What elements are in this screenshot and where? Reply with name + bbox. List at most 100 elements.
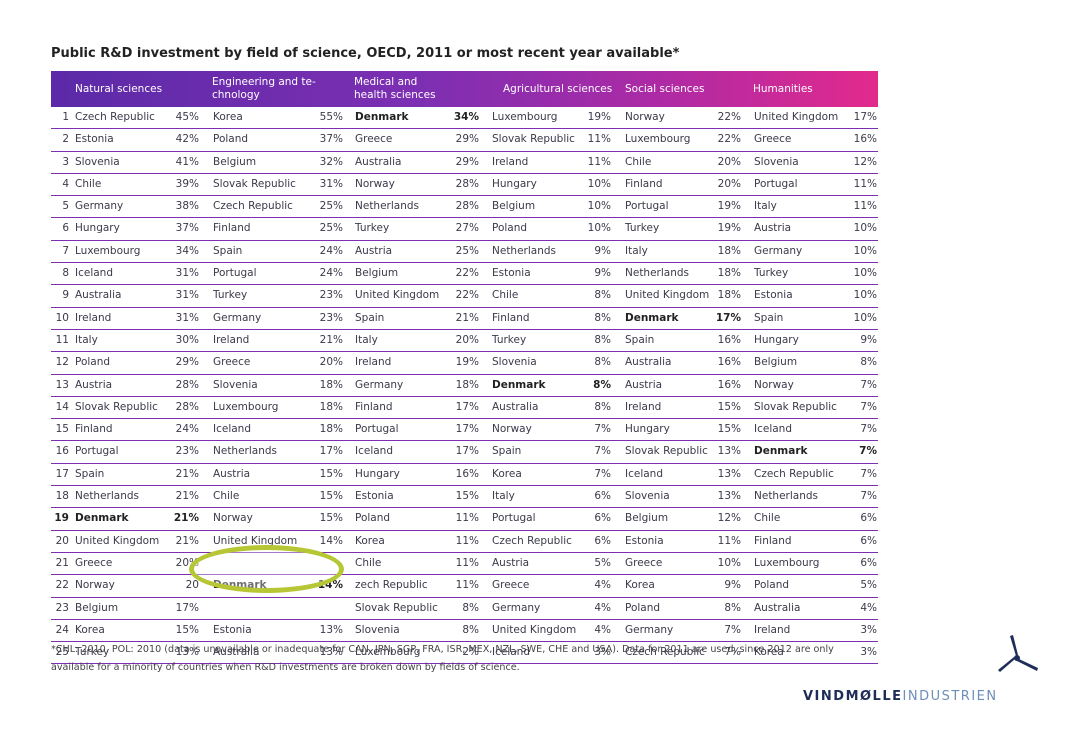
percentage-value: 18% [455, 378, 479, 391]
percentage-value: 21% [175, 534, 199, 547]
country-name: Austria [355, 244, 393, 257]
table-header: Natural sciences Engineering and te-chnol… [51, 71, 878, 107]
rank-number: 8 [62, 267, 69, 280]
percentage-value: 22% [717, 111, 741, 123]
country-name: Australia [75, 289, 122, 302]
table-row: 4 Chile 39% Slovak Republic 31% Norway 28% Hung… [51, 174, 878, 197]
table-row: 2 Estonia 42% Poland 37% Greece 29% Slovak Repu… [51, 129, 878, 152]
percentage-value: 20% [455, 333, 479, 346]
country-name: Korea [75, 623, 105, 636]
table-row: 6 Hungary 37% Finland 25% Turkey 27% Poland 10% T… [51, 218, 878, 241]
percentage-value: 12% [853, 155, 877, 168]
country-name: Estonia [355, 490, 394, 503]
percentage-value: 3% [860, 623, 877, 636]
country-name: Slovenia [625, 490, 670, 503]
rank-number: 9 [62, 289, 69, 302]
column-header: Social sciences [625, 83, 704, 96]
country-name: Korea [355, 534, 385, 547]
country-name: Slovak Republic [355, 601, 438, 614]
percentage-value: 29% [175, 356, 199, 369]
percentage-value: 21% [455, 311, 479, 324]
percentage-value: 13% [175, 646, 199, 659]
country-name: Australia [625, 356, 672, 369]
country-name: Czech Republic [75, 111, 155, 123]
highlight-ring [189, 545, 344, 593]
table-row: 8 Iceland 31% Portugal 24% Belgium 22% Estonia 9… [51, 263, 878, 286]
column-header: Humanities [753, 83, 813, 96]
table-body: 1 Czech Republic 45% Korea 55% Denmark 34% Luxe… [51, 107, 878, 665]
percentage-value: 11% [853, 200, 877, 213]
country-name: Poland [492, 222, 528, 235]
country-name: Korea [492, 467, 522, 480]
country-name: Italy [625, 244, 648, 257]
percentage-value: 11% [455, 579, 479, 592]
country-name: Germany [492, 601, 541, 614]
table-row: 15 Finland 24% Iceland 18% Portugal 17% Norway 7… [51, 419, 878, 442]
country-name: Portugal [754, 177, 798, 190]
percentage-value: 31% [175, 311, 199, 324]
country-name: Finland [213, 222, 251, 235]
country-name: Poland [75, 356, 111, 369]
percentage-value: 18% [717, 289, 741, 302]
country-name: Australia [492, 400, 539, 413]
percentage-value: 7% [860, 467, 877, 480]
percentage-value: 7% [860, 378, 877, 391]
percentage-value: 28% [455, 200, 479, 213]
percentage-value: 23% [319, 311, 343, 324]
percentage-value: 15% [717, 423, 741, 436]
country-name: Estonia [492, 267, 531, 280]
percentage-value: 10% [587, 222, 611, 235]
percentage-value: 6% [860, 512, 877, 525]
percentage-value: 9% [724, 579, 741, 592]
percentage-value: 4% [594, 601, 611, 614]
country-name: Portugal [625, 200, 669, 213]
country-name: Czech Republic [754, 467, 834, 480]
table-row: 25 Turkey 13% Australia 13% Luxembourg 2% Icela… [51, 642, 878, 665]
table-title: Public R&D investment by field of scienc… [51, 46, 680, 61]
country-name: Germany [625, 623, 674, 636]
country-name: United Kingdom [213, 534, 298, 547]
country-name: Hungary [754, 333, 799, 346]
percentage-value: 11% [455, 556, 479, 569]
country-name: Slovak Republic [75, 400, 158, 413]
percentage-value: 8% [594, 356, 611, 369]
country-name: Portugal [492, 512, 536, 525]
percentage-value: 37% [175, 222, 199, 235]
rank-number: 16 [55, 445, 69, 458]
percentage-value: 25% [319, 200, 343, 213]
country-name: Austria [75, 378, 113, 391]
country-name: Ireland [213, 333, 250, 346]
column-header: Agricultural sciences [503, 83, 612, 96]
percentage-value: 10% [587, 177, 611, 190]
percentage-value: 8% [593, 378, 611, 391]
percentage-value: 15% [455, 490, 479, 503]
country-name: Belgium [75, 601, 119, 614]
percentage-value: 4% [594, 579, 611, 592]
rank-number: 21 [55, 556, 69, 569]
percentage-value: 17% [715, 311, 741, 324]
company-logo: VINDMØLLEINDUSTRIEN [803, 689, 998, 704]
country-name: Chile [355, 556, 382, 569]
percentage-value: 6% [860, 534, 877, 547]
country-name: Austria [492, 556, 530, 569]
country-name: United Kingdom [75, 534, 160, 547]
country-name: Italy [75, 333, 98, 346]
country-name: Austria [213, 467, 251, 480]
country-name: United Kingdom [625, 289, 710, 302]
country-name: Australia [355, 155, 402, 168]
percentage-value: 7% [594, 445, 611, 458]
country-name: Estonia [754, 289, 793, 302]
table-row: 18 Netherlands 21% Chile 15% Estonia 15% Italy 6… [51, 486, 878, 509]
percentage-value: 9% [594, 267, 611, 280]
country-name: Spain [754, 311, 784, 324]
percentage-value: 28% [175, 378, 199, 391]
country-name: Slovak Republic [754, 400, 837, 413]
percentage-value: 38% [175, 200, 199, 213]
percentage-value: 23% [175, 445, 199, 458]
country-name: Poland [355, 512, 391, 525]
percentage-value: 28% [455, 177, 479, 190]
percentage-value: 7% [594, 467, 611, 480]
percentage-value: 12% [717, 512, 741, 525]
rank-number: 20 [55, 534, 69, 547]
percentage-value: 21% [319, 333, 343, 346]
